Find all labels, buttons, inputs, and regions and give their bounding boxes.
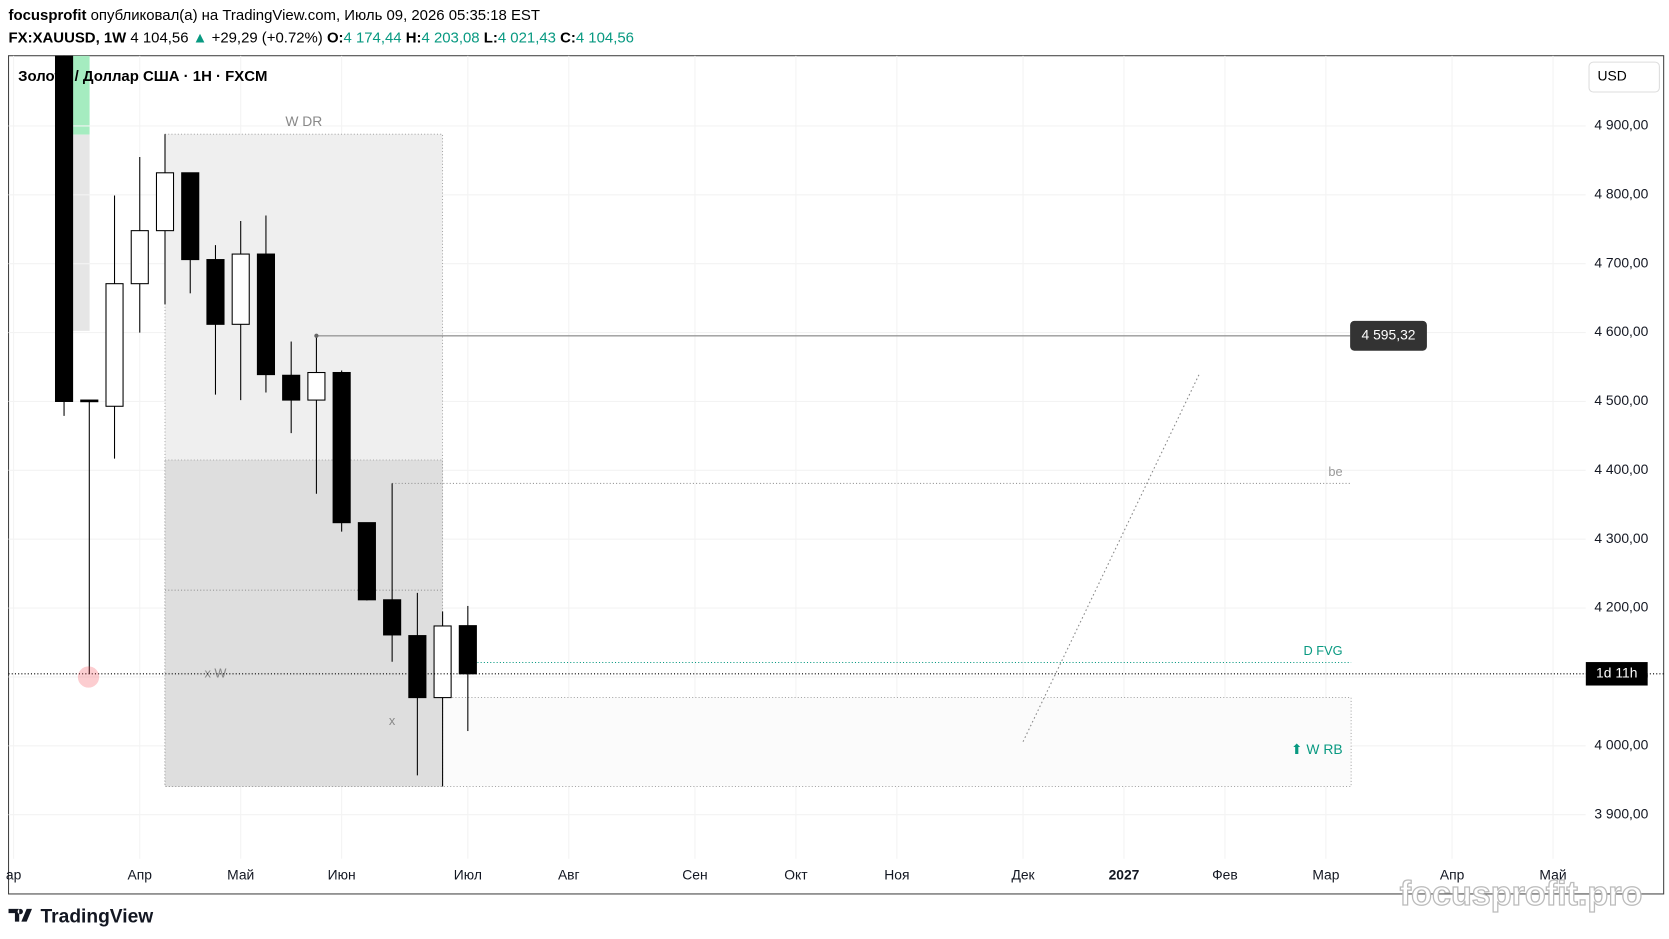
candle-body bbox=[383, 599, 402, 636]
candle-body bbox=[357, 522, 376, 601]
x-tick-label: Ноя bbox=[884, 866, 909, 882]
alert-marker bbox=[77, 666, 100, 688]
candle-body bbox=[130, 230, 149, 285]
level-label: be bbox=[1328, 464, 1342, 479]
candle-body bbox=[206, 259, 225, 325]
x-tick-label: Май bbox=[1539, 866, 1566, 882]
y-tick-label: 4 800,00 bbox=[1594, 185, 1648, 201]
candle-body bbox=[231, 253, 250, 325]
change: +29,29 (+0.72%) bbox=[212, 30, 323, 47]
candle-body bbox=[458, 625, 477, 675]
y-tick-label: 4 500,00 bbox=[1594, 392, 1648, 408]
candle-body bbox=[54, 55, 74, 402]
o-label: O: bbox=[327, 30, 344, 47]
l: 4 021,43 bbox=[498, 30, 556, 47]
zone bbox=[442, 697, 1352, 787]
x-tick-label: 2027 bbox=[1109, 866, 1140, 882]
logo-text: TradingView bbox=[41, 906, 154, 927]
candle-body bbox=[256, 253, 276, 376]
author: focusprofit bbox=[9, 7, 87, 24]
currency[interactable]: USD bbox=[1598, 68, 1627, 84]
countdown: 1d 11h bbox=[1596, 664, 1637, 680]
zone-label: W DR bbox=[285, 113, 322, 129]
logo bbox=[8, 908, 32, 922]
published: опубликовал(а) на TradingView.com, Июль … bbox=[91, 7, 540, 24]
annotation: x W bbox=[204, 666, 227, 681]
x-tick-label: Июл bbox=[454, 866, 482, 882]
header-line-2: FX:XAUUSD, 1W 4 104,56 ▲ +29,29 (+0.72%)… bbox=[9, 30, 634, 47]
y-tick-label: 4 000,00 bbox=[1594, 736, 1648, 752]
x-tick-label: Авг bbox=[558, 866, 580, 882]
candle-body bbox=[105, 283, 124, 407]
annotation: x bbox=[389, 713, 396, 728]
x-tick-label: Июн bbox=[328, 866, 356, 882]
arrow: ▲ bbox=[193, 30, 208, 47]
candle-body bbox=[408, 635, 427, 699]
price-line-anchor bbox=[314, 333, 319, 338]
x-tick-label: Мар bbox=[1312, 866, 1339, 882]
y-tick-label: 4 400,00 bbox=[1594, 461, 1648, 477]
logo-icon bbox=[8, 908, 32, 922]
x-tick-label: Апр bbox=[128, 866, 153, 882]
candle-body bbox=[155, 172, 175, 232]
highlight bbox=[72, 134, 90, 331]
watermark: focusprofit.pro bbox=[1400, 875, 1643, 913]
y-tick-label: 4 900,00 bbox=[1594, 117, 1648, 133]
y-tick-label: 4 700,00 bbox=[1594, 254, 1648, 270]
x-tick-label: Дек bbox=[1011, 866, 1035, 882]
price-label-box bbox=[1350, 320, 1427, 351]
candle-body bbox=[80, 399, 99, 403]
h: 4 203,08 bbox=[422, 30, 480, 47]
y-tick-label: 4 300,00 bbox=[1594, 530, 1648, 546]
last: 4 104,56 bbox=[130, 30, 188, 47]
symbol: FX:XAUUSD, 1W bbox=[9, 30, 128, 47]
header-line-1: focusprofit опубликовал(а) на TradingVie… bbox=[9, 7, 540, 24]
x-tick-label: Окт bbox=[784, 866, 808, 882]
candle-body bbox=[282, 374, 301, 401]
countdown-box bbox=[1585, 662, 1648, 686]
x-tick-label: Фев bbox=[1212, 866, 1238, 882]
highlight bbox=[72, 55, 90, 135]
h-label: H: bbox=[406, 30, 422, 47]
l-label: L: bbox=[484, 30, 498, 47]
y-tick-label: 4 200,00 bbox=[1594, 599, 1648, 615]
candle-body bbox=[307, 371, 326, 401]
price-label: 4 595,32 bbox=[1362, 326, 1416, 342]
y-tick-label: 3 900,00 bbox=[1594, 805, 1648, 821]
chart-title: Золото / Доллар США · 1Н · FXCM bbox=[18, 68, 267, 85]
level-label: D FVG bbox=[1304, 643, 1343, 658]
x-tick-label: ар bbox=[6, 866, 22, 882]
plot bbox=[8, 55, 1586, 859]
zone-label: ⬆ W RB bbox=[1291, 741, 1343, 757]
x-tick-label: Май bbox=[227, 866, 254, 882]
candle-body bbox=[433, 625, 452, 699]
c: 4 104,56 bbox=[576, 30, 634, 47]
currency-box[interactable] bbox=[1588, 61, 1660, 93]
x-tick-label: Апр bbox=[1440, 866, 1465, 882]
candle-body bbox=[181, 172, 200, 261]
candle-body bbox=[332, 371, 351, 524]
x-tick-label: Сен bbox=[682, 866, 707, 882]
c-label: C: bbox=[560, 30, 576, 47]
y-tick-label: 4 600,00 bbox=[1594, 323, 1648, 339]
overlay: 3 900,004 000,004 100,004 200,004 300,00… bbox=[6, 113, 1664, 882]
o: 4 174,44 bbox=[344, 30, 402, 47]
